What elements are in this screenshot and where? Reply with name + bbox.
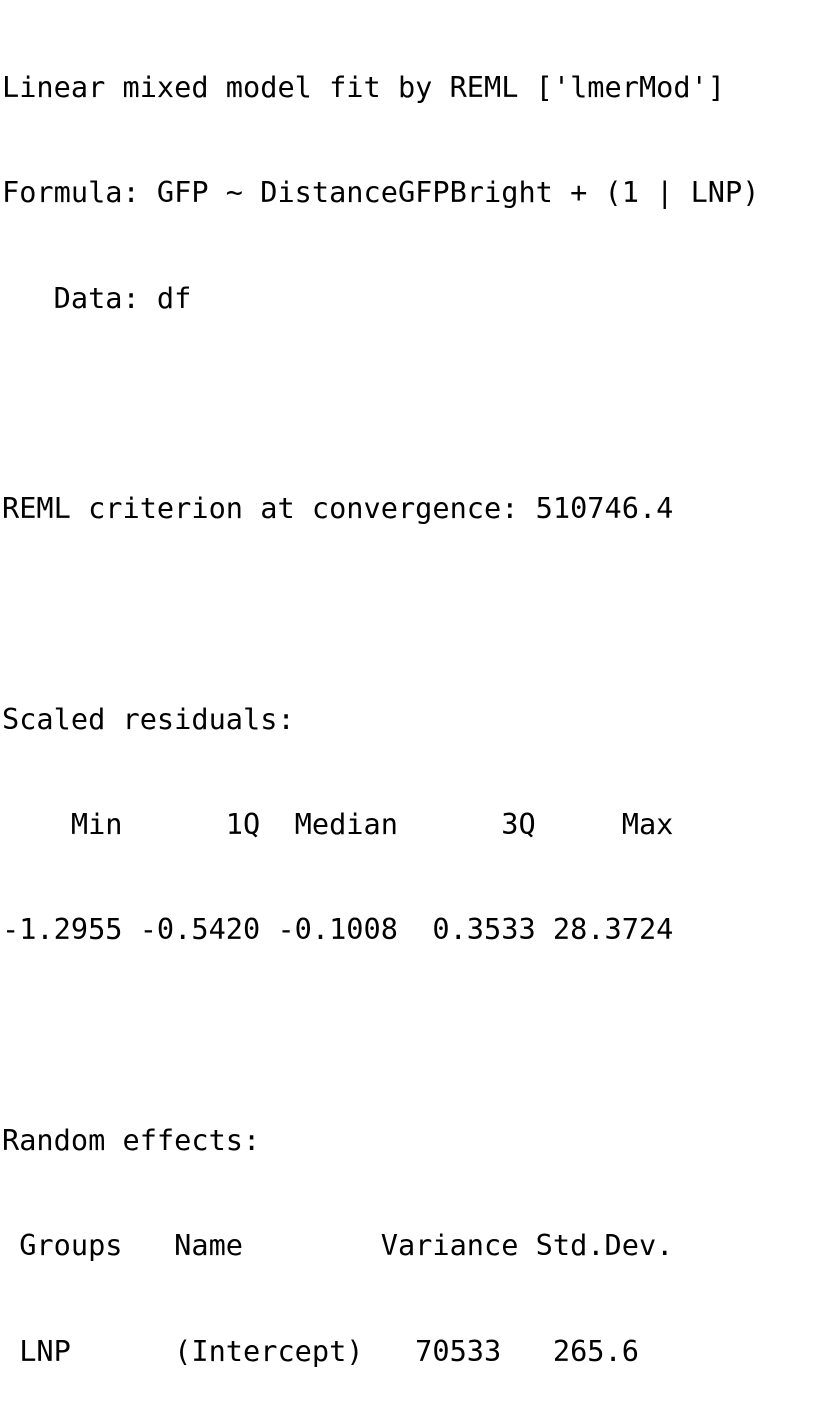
random-effects-header: Groups Name Variance Std.Dev.	[2, 1228, 674, 1263]
data-line: Data: df	[2, 280, 192, 315]
scaled-residuals-title: Scaled residuals:	[2, 701, 295, 736]
random-effects-title: Random effects:	[2, 1123, 261, 1157]
blank-line	[2, 1018, 827, 1053]
model-title-line: Linear mixed model fit by REML ['lmerMod…	[2, 70, 726, 105]
scaled-residuals-values: -1.2955 -0.5420 -0.1008 0.3533 28.3724	[2, 912, 674, 947]
reml-criterion-line: REML criterion at convergence: 510746.4	[2, 491, 674, 526]
scaled-residuals-header: Min 1Q Median 3Q Max	[2, 807, 674, 842]
blank-line	[2, 597, 827, 632]
random-effects-row: LNP (Intercept) 70533 265.6	[2, 1333, 639, 1368]
console-output: Linear mixed model fit by REML ['lmerMod…	[2, 0, 827, 1367]
blank-line	[2, 386, 827, 421]
formula-line: Formula: GFP ~ DistanceGFPBright + (1 | …	[2, 175, 760, 210]
